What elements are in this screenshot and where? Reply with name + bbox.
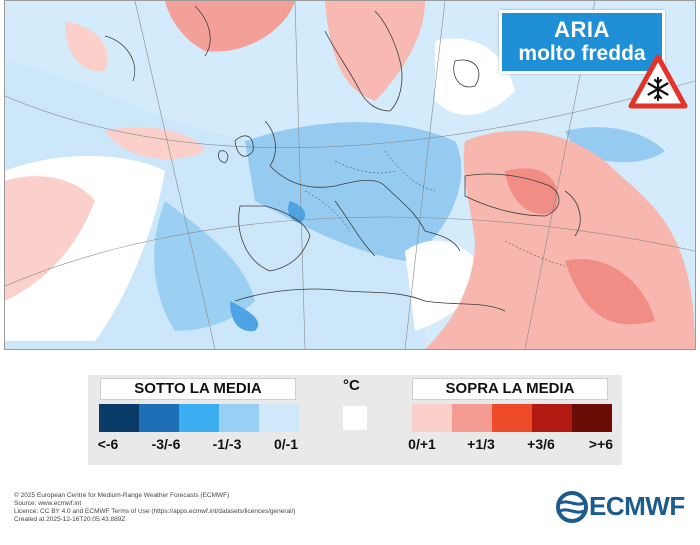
warm-zone-labrador: [65, 21, 108, 72]
legend-swatch-below-1: [99, 404, 139, 432]
legend-label-above-3: +3/6: [527, 436, 555, 452]
legend-above-title: SOPRA LA MEDIA: [412, 378, 608, 400]
cold-zone-iberia: [154, 201, 255, 331]
warm-zone-greenland: [165, 1, 295, 52]
cold-core-france: [288, 201, 306, 223]
legend-swatch-above-2: [452, 404, 492, 432]
credits-copyright: © 2025 European Centre for Medium-Range …: [14, 492, 230, 499]
credits-created: Created at 2025-12-16T20:05:43.889Z: [14, 516, 126, 523]
legend-swatch-above-5: [572, 404, 612, 432]
warm-zone-west-atlantic: [5, 176, 95, 301]
legend-label-above-1: 0/+1: [408, 436, 436, 452]
neutral-zone-north: [435, 38, 515, 115]
temperature-legend: SOTTO LA MEDIA °C SOPRA LA MEDIA <-6 -3/…: [88, 375, 622, 465]
snowflake-warning-icon: [628, 54, 688, 110]
warm-core-black-sea: [505, 168, 558, 215]
legend-label-above-2: +1/3: [467, 436, 495, 452]
temperature-anomaly-map[interactable]: ARIA molto fredda: [4, 0, 696, 350]
ecmwf-logo[interactable]: ECMWF: [556, 489, 691, 523]
credits-source: Source: www.ecmwf.int: [14, 500, 82, 507]
legend-label-below-3: -1/-3: [212, 436, 242, 452]
coastlines: [104, 5, 581, 312]
legend-label-above-4: >+6: [588, 436, 614, 452]
legend-swatch-below-4: [219, 404, 259, 432]
legend-label-below-2: -3/-6: [151, 436, 181, 452]
badge-subtitle: molto fredda: [518, 42, 646, 65]
legend-swatch-above-4: [532, 404, 572, 432]
legend-swatch-below-3: [179, 404, 219, 432]
graticule-lines: [5, 1, 695, 349]
legend-swatch-above-1: [412, 404, 452, 432]
legend-label-below-1: <-6: [97, 436, 119, 452]
badge-title: ARIA: [554, 17, 610, 42]
legend-swatch-below-5: [259, 404, 299, 432]
credits-licence: Licence: CC BY 4.0 and ECMWF Terms of Us…: [14, 508, 296, 515]
cold-zone-central-europe: [245, 122, 462, 261]
legend-swatch-below-2: [139, 404, 179, 432]
ecmwf-logo-icon: [556, 491, 588, 523]
legend-label-below-4: 0/-1: [273, 436, 299, 452]
cold-core-atlas: [230, 301, 259, 332]
warm-zone-mid-atlantic: [105, 127, 205, 160]
warm-core-middle-east: [565, 259, 655, 325]
cold-air-badge: ARIA molto fredda: [499, 10, 665, 74]
neutral-zone-mediterranean: [405, 240, 485, 331]
credits: © 2025 European Centre for Medium-Range …: [14, 492, 296, 524]
legend-below-title: SOTTO LA MEDIA: [100, 378, 296, 400]
legend-unit: °C: [343, 377, 360, 394]
ecmwf-logo-text: ECMWF: [589, 491, 685, 521]
warm-zone-scandinavia: [325, 1, 425, 101]
borders: [304, 150, 566, 267]
legend-swatch-neutral: [343, 406, 367, 430]
legend-swatch-above-3: [492, 404, 532, 432]
